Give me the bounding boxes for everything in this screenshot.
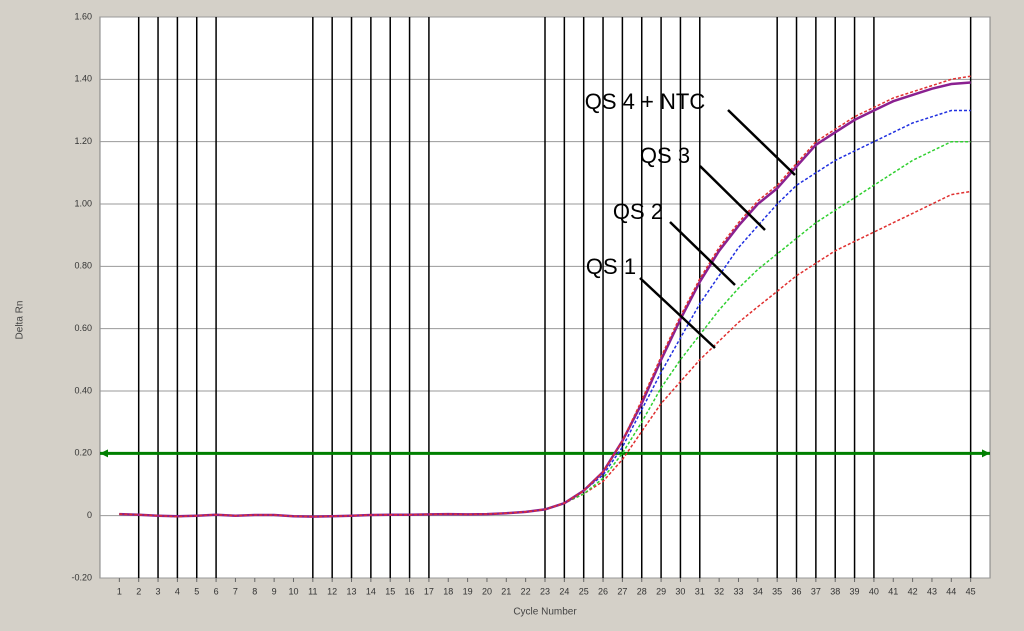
x-tick-label: 29 [656,586,666,596]
x-tick-label: 28 [637,586,647,596]
series-annotation: QS 2 [613,199,663,224]
x-tick-label: 24 [559,586,569,596]
x-tick-label: 33 [733,586,743,596]
x-tick-label: 37 [811,586,821,596]
y-tick-label: 1.00 [74,198,92,208]
x-tick-label: 19 [463,586,473,596]
x-tick-label: 36 [792,586,802,596]
x-tick-label: 11 [308,586,317,596]
y-tick-label: 1.20 [74,136,92,146]
x-tick-label: 45 [966,586,976,596]
y-tick-label: 0 [87,510,92,520]
x-tick-label: 3 [156,586,161,596]
x-tick-label: 12 [327,586,337,596]
x-tick-label: 5 [194,586,199,596]
x-tick-label: 26 [598,586,608,596]
annotation-leader [727,109,796,176]
x-tick-label: 21 [501,586,511,596]
x-tick-label: 13 [347,586,357,596]
x-tick-label: 4 [175,586,180,596]
annotation-leader [699,165,766,231]
annotation-leader [669,221,736,286]
y-tick-label: 0.20 [74,448,92,458]
x-tick-label: 34 [753,586,763,596]
x-tick-label: 42 [908,586,918,596]
x-tick-label: 7 [233,586,238,596]
x-tick-label: 44 [946,586,956,596]
x-tick-label: 41 [888,586,898,596]
x-tick-label: 40 [869,586,879,596]
y-axis-title: Delta Rn [15,301,26,340]
x-tick-label: 43 [927,586,937,596]
threshold-arrow [100,449,108,458]
x-tick-label: 22 [521,586,531,596]
y-tick-label: 0.60 [74,323,92,333]
x-tick-label: 27 [617,586,627,596]
series-annotation: QS 3 [640,143,690,168]
x-tick-label: 25 [579,586,589,596]
threshold-arrow [982,449,990,458]
x-tick-label: 9 [272,586,277,596]
y-tick-label: 0.40 [74,385,92,395]
y-tick-label: -0.20 [71,572,92,582]
x-tick-label: 35 [772,586,782,596]
x-tick-label: 18 [443,586,453,596]
y-tick-label: 0.80 [74,261,92,271]
x-tick-label: 15 [385,586,395,596]
annotation-leader [639,277,716,349]
x-tick-label: 30 [675,586,685,596]
y-tick-label: 1.60 [74,11,92,21]
y-tick-label: 1.40 [74,74,92,84]
x-tick-label: 1 [117,586,122,596]
series-annotation: QS 1 [586,254,636,279]
x-tick-label: 23 [540,586,550,596]
x-tick-label: 20 [482,586,492,596]
x-tick-label: 10 [288,586,298,596]
x-tick-label: 17 [424,586,434,596]
x-axis-title: Cycle Number [513,607,577,618]
x-tick-label: 38 [830,586,840,596]
x-tick-label: 2 [136,586,141,596]
series-annotation: QS 4 + NTC [585,89,706,114]
x-tick-label: 32 [714,586,724,596]
series-line [119,75,971,518]
x-tick-label: 14 [366,586,376,596]
x-tick-label: 6 [214,586,219,596]
x-tick-label: 16 [405,586,415,596]
x-tick-label: 8 [252,586,257,596]
x-tick-label: 39 [850,586,860,596]
x-tick-label: 31 [695,586,705,596]
